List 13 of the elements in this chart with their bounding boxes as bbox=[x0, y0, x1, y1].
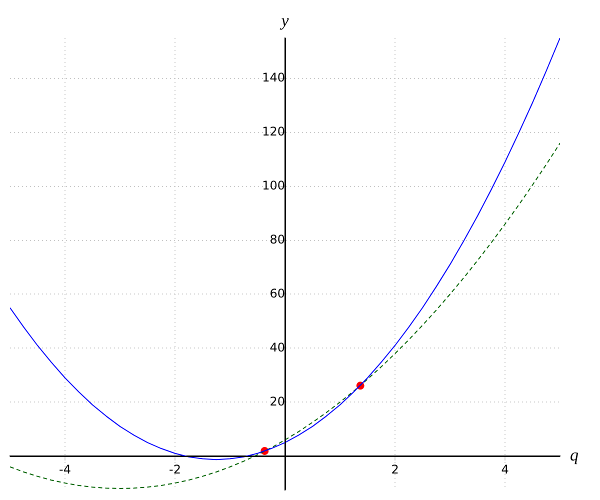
x-tick-label: -4 bbox=[59, 462, 71, 476]
y-tick-label: 140 bbox=[262, 70, 285, 85]
x-tick-label: 4 bbox=[501, 462, 509, 476]
y-tick-label: 60 bbox=[270, 286, 285, 300]
x-tick-label: 2 bbox=[391, 462, 399, 476]
y-tick-label: 80 bbox=[270, 232, 285, 246]
y-tick-label: 100 bbox=[262, 178, 285, 192]
x-tick-label: -2 bbox=[169, 462, 181, 476]
y-axis-title: y bbox=[279, 10, 290, 30]
y-tick-label: 40 bbox=[270, 340, 285, 354]
x-axis-title: q bbox=[570, 446, 579, 465]
y-tick-label: 20 bbox=[270, 394, 285, 408]
y-tick-label: 120 bbox=[262, 124, 285, 139]
